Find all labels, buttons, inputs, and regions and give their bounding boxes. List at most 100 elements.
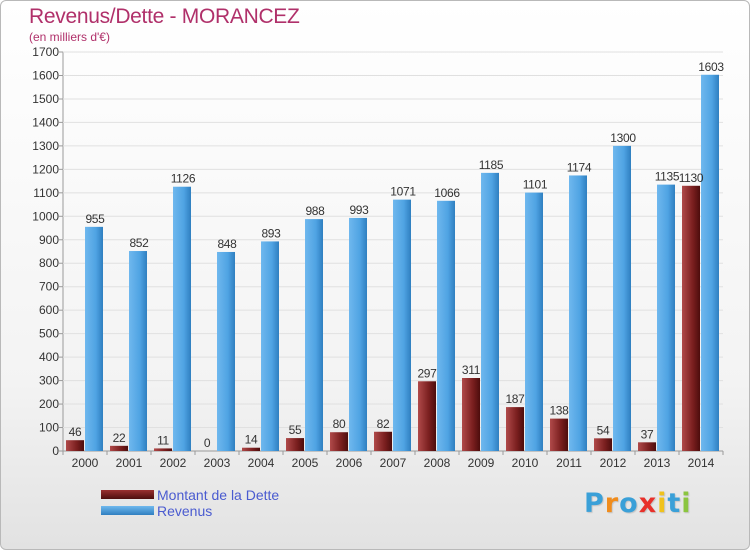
bar-revenus [217, 251, 235, 451]
logo-letter: o [619, 488, 639, 519]
y-tick-label: 700 [39, 280, 59, 294]
y-tick-label: 200 [39, 397, 59, 411]
bar-revenus [569, 175, 587, 451]
bar-dette [154, 448, 172, 451]
data-label-dette: 46 [69, 425, 82, 439]
bar-dette [462, 378, 480, 451]
y-tick-label: 1000 [32, 209, 59, 223]
data-label-dette: 22 [113, 431, 126, 445]
bar-dette [418, 381, 436, 451]
data-label-dette: 54 [597, 423, 610, 437]
bar-revenus [261, 241, 279, 451]
logo-letter: t [667, 488, 682, 519]
bar-dette [242, 447, 260, 451]
legend-swatch-revenus [101, 506, 154, 515]
bar-revenus [437, 200, 455, 451]
x-tick-label: 2009 [468, 456, 495, 470]
x-tick-label: 2007 [380, 456, 407, 470]
x-tick-label: 2004 [248, 456, 275, 470]
x-tick-label: 2013 [644, 456, 671, 470]
x-tick-label: 2000 [72, 456, 99, 470]
x-tick-label: 2006 [336, 456, 363, 470]
y-tick-label: 1300 [32, 139, 59, 153]
y-tick-label: 1500 [32, 92, 59, 106]
x-tick-label: 2001 [116, 456, 143, 470]
data-label-revenus: 1101 [523, 178, 548, 192]
proxiti-logo: Proxiti [584, 488, 692, 519]
y-tick-label: 900 [39, 233, 59, 247]
data-label-revenus: 1185 [479, 158, 504, 172]
bar-revenus [481, 172, 499, 451]
data-label-revenus: 1071 [390, 185, 416, 199]
data-label-revenus: 1126 [171, 172, 196, 186]
bar-dette [110, 445, 128, 451]
logo-letter: i [657, 488, 668, 519]
x-tick-label: 2005 [292, 456, 319, 470]
bar-dette [594, 438, 612, 451]
y-tick-label: 400 [39, 350, 59, 364]
bar-dette [682, 185, 700, 451]
bar-revenus [657, 184, 675, 451]
bar-dette [638, 442, 656, 451]
legend-label-dette: Montant de la Dette [157, 487, 280, 503]
y-tick-label: 1400 [32, 115, 59, 129]
data-label-revenus: 1174 [567, 160, 592, 174]
bar-revenus [349, 217, 367, 451]
data-label-revenus: 993 [349, 203, 369, 217]
bar-chart: 0100200300400500600700800900100011001200… [32, 45, 724, 470]
y-tick-label: 800 [39, 256, 59, 270]
data-label-revenus: 848 [217, 237, 237, 251]
data-label-revenus: 893 [261, 226, 281, 240]
data-label-dette: 187 [505, 392, 525, 406]
bar-revenus [701, 74, 719, 451]
y-tick-label: 0 [52, 444, 59, 458]
data-label-revenus: 1603 [698, 60, 724, 74]
data-label-dette: 297 [417, 366, 437, 380]
bar-dette [66, 440, 84, 451]
data-label-revenus: 988 [305, 204, 325, 218]
logo-letter: P [584, 488, 605, 519]
data-label-dette: 37 [641, 427, 654, 441]
bar-dette [286, 438, 304, 451]
x-tick-label: 2003 [204, 456, 231, 470]
logo-letter: x [638, 488, 658, 519]
data-label-dette: 138 [549, 404, 569, 418]
y-tick-label: 100 [39, 421, 59, 435]
y-tick-label: 300 [39, 374, 59, 388]
data-label-dette: 14 [245, 433, 258, 447]
data-label-dette: 1130 [679, 171, 704, 185]
chart-subtitle: (en milliers d'€) [29, 30, 110, 44]
bar-revenus [305, 219, 323, 451]
y-tick-label: 1600 [32, 68, 59, 82]
legend-swatch-dette [101, 490, 154, 499]
data-label-dette: 311 [462, 363, 481, 377]
bar-revenus [393, 199, 411, 451]
data-label-dette: 55 [289, 423, 302, 437]
data-label-revenus: 852 [129, 236, 149, 250]
bar-dette [374, 431, 392, 451]
y-tick-label: 500 [39, 327, 59, 341]
x-tick-label: 2002 [160, 456, 187, 470]
y-tick-label: 600 [39, 303, 59, 317]
data-label-revenus: 1066 [434, 186, 460, 200]
data-label-dette: 11 [157, 433, 169, 447]
data-label-revenus: 1135 [655, 170, 680, 184]
x-tick-label: 2012 [600, 456, 627, 470]
bar-revenus [129, 251, 147, 451]
bar-revenus [525, 192, 543, 452]
legend-label-revenus: Revenus [157, 503, 213, 519]
x-tick-label: 2011 [556, 456, 582, 470]
bar-dette [330, 432, 348, 451]
x-tick-label: 2014 [688, 456, 715, 470]
x-tick-label: 2010 [512, 456, 539, 470]
bar-dette [506, 407, 524, 451]
bar-revenus [173, 186, 191, 451]
data-label-dette: 0 [204, 436, 211, 450]
data-label-revenus: 955 [85, 212, 105, 226]
logo-letter: r [604, 488, 620, 519]
data-label-dette: 82 [377, 417, 390, 431]
bar-dette [550, 418, 568, 451]
y-tick-label: 1100 [33, 186, 59, 200]
x-tick-label: 2008 [424, 456, 451, 470]
